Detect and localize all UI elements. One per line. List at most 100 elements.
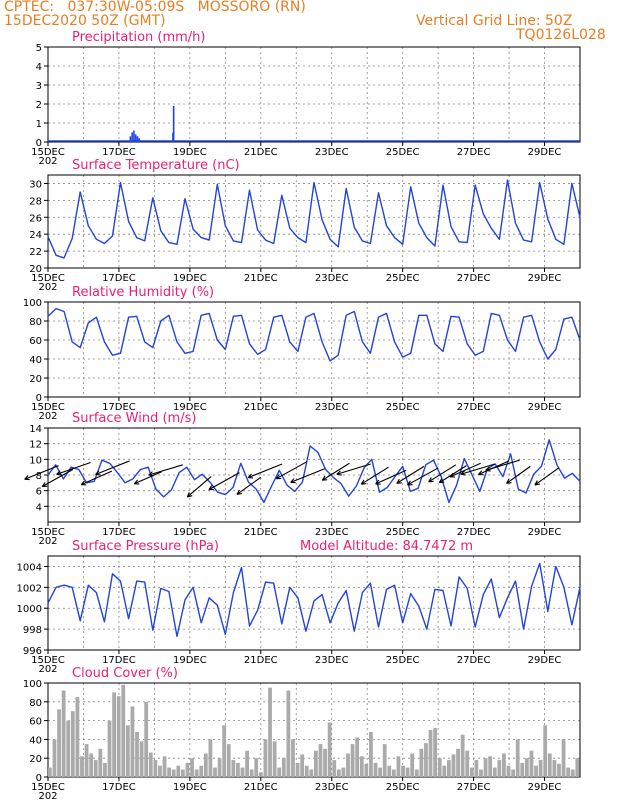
cloud-bar — [249, 769, 254, 777]
x-tick-label: 25DEC — [386, 782, 420, 793]
x-tick-label: 25DEC — [386, 402, 420, 413]
cloud-bar — [520, 762, 525, 777]
wind-arrow — [336, 463, 371, 475]
panel-title: Surface Pressure (hPa) — [72, 539, 219, 554]
header-grid-line: Vertical Grid Line: 50Z — [416, 13, 573, 29]
cloud-bar — [158, 765, 162, 777]
y-tick-label: 5 — [36, 43, 42, 54]
cloud-bar — [181, 769, 185, 777]
cloud-bar — [405, 767, 410, 777]
wind-arrow — [236, 476, 262, 495]
y-tick-label: 28 — [29, 196, 42, 207]
cloud-bar — [130, 706, 135, 777]
y-tick-label: 20 — [29, 264, 42, 275]
wind-arrow-head — [336, 470, 342, 476]
y-tick-label: 100 — [23, 298, 42, 309]
y-tick-label: 80 — [29, 698, 42, 709]
y-tick-label: 30 — [29, 179, 42, 190]
cloud-bar — [295, 762, 300, 777]
cloud-bar — [304, 765, 309, 777]
x-tick-label: 29DEC — [528, 782, 562, 793]
cloud-bar — [194, 769, 199, 777]
y-tick-label: 40 — [29, 735, 42, 746]
wind-arrow-head — [478, 470, 484, 476]
x-tick-label: 15DEC — [31, 147, 65, 158]
cloud-bar — [378, 767, 382, 777]
x-tick-label: 27DEC — [457, 655, 491, 666]
wind-arrow-head — [534, 480, 540, 486]
wind-arrow — [360, 466, 389, 485]
cloud-bar — [268, 687, 272, 777]
cloud-bar — [350, 744, 355, 777]
cloud-bar — [442, 765, 447, 777]
x-tick-label: 29DEC — [528, 147, 562, 158]
y-tick-label: 3 — [36, 81, 42, 92]
wind-arrow — [95, 460, 130, 476]
cloud-bar — [547, 753, 552, 777]
precip-bar — [134, 134, 137, 142]
cloud-bar — [171, 769, 176, 777]
cloud-bar — [341, 767, 346, 777]
series-line — [47, 179, 581, 259]
cloud-bar — [410, 753, 415, 777]
wind-arrow — [506, 465, 531, 484]
cloud-bar — [190, 758, 194, 777]
y-tick-label: 26 — [29, 213, 42, 224]
wind-arrow-head — [208, 485, 214, 491]
cloud-bar — [89, 753, 94, 777]
y-tick-label: 4 — [36, 502, 42, 513]
cloud-bar — [208, 739, 213, 777]
panel-frame — [47, 174, 581, 269]
cloud-bar — [497, 760, 502, 777]
x-tick-label: 19DEC — [173, 527, 207, 538]
x-tick-label: 17DEC — [102, 782, 136, 793]
cloud-bar — [61, 690, 66, 777]
panel-subtitle: Model Altitude: 84.7472 m — [300, 539, 473, 554]
precip-bar — [136, 136, 139, 142]
cloud-bar — [226, 744, 231, 777]
x-year-label: 202 — [38, 156, 57, 167]
x-tick-label: 25DEC — [386, 147, 420, 158]
wind-arrow — [534, 467, 560, 486]
cloud-bar — [414, 769, 419, 777]
cloud-bar — [561, 739, 566, 777]
cloud-bar — [300, 754, 305, 777]
cloud-bar — [98, 748, 103, 777]
x-tick-label: 27DEC — [457, 402, 491, 413]
cloud-bar — [419, 748, 424, 777]
cloud-bar — [515, 739, 520, 777]
cloud-bar — [116, 696, 121, 777]
x-tick-label: 21DEC — [244, 782, 278, 793]
wind-arrow-head — [428, 477, 434, 483]
wind-arrow-head — [438, 478, 445, 484]
wind-arrow — [208, 472, 240, 491]
cloud-bar — [373, 762, 378, 777]
cloud-bar — [575, 758, 580, 777]
wind-arrow-head — [460, 470, 466, 476]
cloud-bar — [144, 701, 149, 777]
cloud-bar — [258, 772, 263, 777]
panel-title: Cloud Cover (%) — [72, 666, 178, 681]
cloud-bar — [492, 767, 497, 777]
wind-arrow — [24, 465, 59, 480]
panel-title: Precipitation (mm/h) — [72, 30, 205, 45]
panel-title: Relative Humidity (%) — [72, 285, 214, 300]
x-tick-label: 27DEC — [457, 527, 491, 538]
x-tick-label: 21DEC — [244, 655, 278, 666]
wind-arrow-head — [80, 480, 87, 486]
x-tick-label: 15DEC — [31, 782, 65, 793]
cloud-bar — [125, 725, 130, 777]
wind-arrow — [276, 461, 308, 480]
precip-bar — [129, 136, 132, 142]
wind-arrow — [375, 469, 407, 485]
x-tick-label: 27DEC — [457, 782, 491, 793]
cloud-bar — [506, 765, 511, 777]
wind-arrow-head — [407, 480, 413, 486]
y-tick-label: 4 — [36, 62, 42, 73]
cloud-bar — [240, 767, 245, 777]
y-tick-label: 22 — [29, 247, 42, 258]
cloud-bar — [48, 767, 52, 777]
x-tick-label: 15DEC — [31, 273, 65, 284]
cloud-bar — [570, 769, 575, 777]
y-tick-label: 12 — [29, 440, 42, 451]
